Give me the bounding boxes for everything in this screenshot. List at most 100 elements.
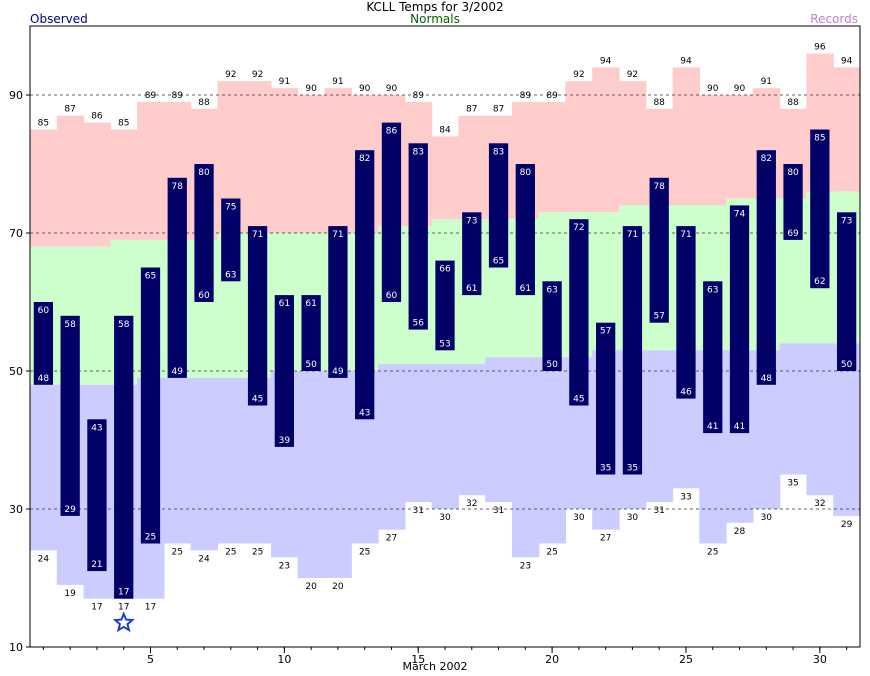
observed-high-label: 65 [145, 272, 156, 282]
observed-bar [274, 295, 294, 447]
normals-legend-label: Normals [410, 12, 460, 26]
observed-high-label: 63 [546, 285, 557, 295]
record-high-label: 90 [359, 84, 371, 94]
record-low-label: 35 [787, 479, 798, 489]
observed-bar [33, 302, 54, 385]
y-tick-label: 50 [9, 365, 23, 378]
record-high-label: 90 [734, 84, 746, 94]
record-high-label: 92 [225, 70, 236, 80]
observed-legend-label: Observed [30, 12, 88, 26]
observed-bar [114, 315, 134, 599]
observed-high-label: 61 [279, 299, 290, 309]
record-high-label: 89 [520, 91, 532, 101]
observed-low-label: 35 [600, 464, 611, 474]
record-high-label: 89 [145, 91, 157, 101]
observed-high-label: 80 [520, 168, 532, 178]
record-low-label: 25 [225, 548, 236, 558]
record-low-label: 31 [493, 506, 504, 516]
observed-high-label: 73 [841, 216, 852, 226]
record-high-label: 90 [305, 84, 317, 94]
record-low-label: 17 [91, 603, 102, 613]
records-legend-label: Records [810, 12, 858, 26]
record-low-label: 19 [64, 589, 76, 599]
observed-low-label: 56 [412, 319, 424, 329]
record-high-band [56, 115, 85, 247]
x-tick-label: 15 [411, 653, 425, 666]
x-tick-label: 5 [147, 653, 154, 666]
record-high-label: 90 [386, 84, 398, 94]
observed-high-label: 82 [359, 154, 370, 164]
observed-bar [569, 219, 589, 406]
observed-bar [622, 226, 643, 475]
record-high-band [30, 129, 58, 247]
axes: 10 30 50 70 90 5 10 15 20 25 30 [9, 25, 861, 666]
record-low-label: 30 [627, 513, 639, 523]
record-low-label: 30 [439, 513, 451, 523]
record-high-label: 85 [118, 119, 129, 129]
record-high-label: 87 [493, 105, 504, 115]
observed-bar [649, 177, 669, 323]
observed-high-label: 86 [386, 127, 398, 137]
observed-bar [488, 143, 509, 268]
record-high-label: 91 [332, 77, 343, 87]
record-high-label: 91 [279, 77, 290, 87]
observed-low-label: 50 [841, 360, 853, 370]
record-low-label: 24 [198, 554, 210, 564]
record-low-band [485, 357, 513, 503]
record-high-band [83, 122, 111, 247]
record-low-band [511, 357, 540, 558]
observed-bar [542, 281, 562, 371]
value-labels: 60 48 85 24 58 29 87 19 43 21 86 17 58 17 85 17 65 25 89 17… [38, 43, 853, 633]
observed-high-label: 71 [627, 230, 638, 240]
record-low-label: 28 [734, 527, 746, 537]
record-high-label: 89 [546, 91, 558, 101]
observed-low-label: 61 [466, 284, 477, 294]
observed-low-label: 62 [814, 277, 825, 287]
observed-bar [703, 281, 723, 434]
observed-low-label: 60 [386, 291, 398, 301]
observed-low-label: 35 [627, 464, 638, 474]
y-tick-label: 70 [9, 227, 23, 240]
x-tick-label: 10 [277, 653, 291, 666]
observed-bar [756, 150, 776, 385]
observed-low-label: 53 [439, 339, 450, 349]
record-low-label: 32 [466, 499, 477, 509]
observed-bar [301, 295, 321, 371]
observed-bar [60, 315, 80, 516]
observed-high-label: 78 [172, 182, 184, 192]
observed-low-label: 50 [546, 360, 558, 370]
observed-bar [87, 419, 107, 572]
y-tick-label: 90 [9, 89, 23, 102]
observed-high-label: 83 [412, 147, 423, 157]
record-low-label: 27 [386, 534, 397, 544]
observed-low-label: 57 [653, 312, 664, 322]
observed-high-label: 74 [734, 209, 746, 219]
record-high-label: 92 [627, 70, 638, 80]
observed-low-label: 21 [91, 560, 102, 570]
record-high-label: 92 [573, 70, 584, 80]
observed-bar [221, 198, 241, 282]
x-tick-label: 25 [679, 653, 693, 666]
observed-low-label: 17 [118, 588, 129, 598]
record-high-band [431, 136, 459, 220]
observed-bar [328, 226, 348, 378]
record-high-label: 94 [600, 56, 612, 66]
record-low-label: 20 [305, 582, 317, 592]
record-low-band [404, 364, 433, 503]
observed-low-label: 43 [359, 408, 370, 418]
record-high-label: 89 [412, 91, 424, 101]
observed-low-label: 41 [734, 422, 745, 432]
observed-high-label: 60 [38, 306, 50, 316]
record-high-label: 88 [198, 98, 210, 108]
record-low-band [806, 343, 834, 496]
record-low-label: 32 [814, 499, 825, 509]
observed-high-label: 58 [118, 320, 130, 330]
record-low-label: 25 [252, 548, 263, 558]
record-high-band [270, 88, 299, 233]
observed-bar [462, 212, 482, 296]
record-high-label: 84 [439, 125, 451, 135]
observed-high-label: 58 [64, 320, 76, 330]
record-high-band [458, 115, 486, 220]
record-low-band [833, 343, 861, 516]
